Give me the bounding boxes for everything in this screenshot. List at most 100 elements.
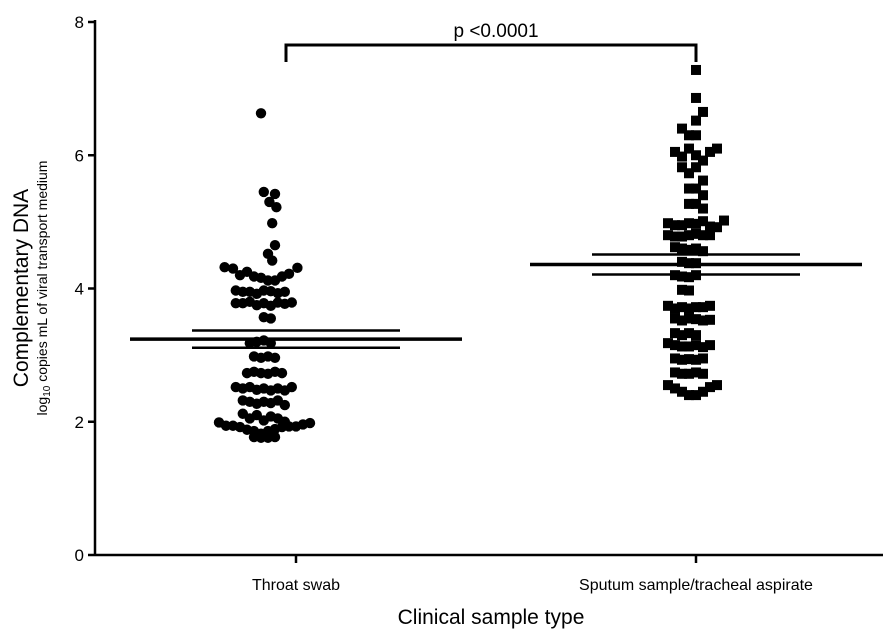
data-point-square bbox=[670, 383, 680, 394]
data-point-square bbox=[663, 338, 673, 349]
data-point-square bbox=[691, 354, 701, 365]
data-point-square bbox=[663, 218, 673, 229]
data-point-circle bbox=[227, 263, 239, 274]
x-category-label: Sputum sample/tracheal aspirate bbox=[579, 577, 813, 594]
data-point-square bbox=[677, 151, 687, 162]
data-point-square bbox=[684, 368, 694, 379]
data-point-square bbox=[670, 146, 680, 157]
data-point-circle bbox=[269, 188, 281, 200]
data-point-square bbox=[684, 285, 694, 296]
data-point-square bbox=[663, 300, 673, 311]
data-point-square bbox=[698, 190, 708, 201]
data-point-square bbox=[684, 244, 694, 255]
data-point-square bbox=[677, 220, 687, 231]
data-point-square bbox=[684, 230, 694, 241]
data-point-square bbox=[684, 354, 694, 365]
data-point-square bbox=[670, 220, 680, 231]
data-point-square bbox=[670, 340, 680, 351]
data-point-square bbox=[698, 368, 708, 379]
data-point-square bbox=[677, 243, 687, 254]
x-ticks: Throat swab Sputum sample/tracheal aspira… bbox=[252, 555, 813, 594]
data-point-circle bbox=[286, 381, 297, 393]
data-point-square bbox=[698, 155, 708, 166]
data-point-square bbox=[691, 330, 701, 341]
data-point-square bbox=[698, 342, 708, 353]
data-point-square bbox=[691, 92, 701, 103]
y-tick-label: 6 bbox=[75, 146, 84, 165]
data-point-square bbox=[670, 328, 680, 339]
data-point-circle bbox=[286, 297, 297, 308]
data-point-square bbox=[691, 64, 701, 75]
data-point-square bbox=[684, 183, 694, 194]
data-point-circle bbox=[269, 352, 281, 363]
y-tick-label: 0 bbox=[75, 546, 84, 565]
data-point-square bbox=[677, 315, 687, 326]
data-point-square bbox=[712, 222, 722, 233]
data-point-square bbox=[677, 302, 687, 313]
data-point-square bbox=[691, 314, 701, 325]
data-point-square bbox=[691, 218, 701, 229]
data-point-square bbox=[670, 353, 680, 364]
data-point-square bbox=[677, 231, 687, 242]
data-point-square bbox=[670, 231, 680, 242]
data-point-square bbox=[691, 243, 701, 254]
data-point-square bbox=[670, 303, 680, 314]
data-point-square bbox=[677, 354, 687, 365]
data-point-square bbox=[698, 175, 708, 186]
data-point-square bbox=[677, 162, 687, 173]
data-point-square bbox=[705, 146, 715, 157]
data-points bbox=[213, 64, 729, 443]
data-point-square bbox=[670, 242, 680, 253]
data-point-square bbox=[712, 143, 722, 154]
data-point-square bbox=[677, 341, 687, 352]
y-axis-title: Complementary DNA bbox=[10, 189, 33, 387]
data-point-circle bbox=[269, 431, 281, 443]
data-point-square bbox=[684, 272, 694, 283]
data-point-square bbox=[684, 198, 694, 209]
data-point-square bbox=[677, 256, 687, 267]
y-tick-label: 2 bbox=[75, 413, 84, 432]
y-ticks: 0 2 4 6 8 bbox=[75, 13, 95, 565]
data-point-circle bbox=[279, 399, 290, 411]
data-point-square bbox=[684, 390, 694, 401]
data-point-square bbox=[684, 130, 694, 141]
data-point-circle bbox=[265, 313, 276, 324]
data-point-square bbox=[705, 221, 715, 232]
data-point-circle bbox=[267, 218, 278, 229]
data-point-circle bbox=[292, 262, 303, 274]
data-point-square bbox=[684, 143, 694, 154]
data-point-square bbox=[705, 340, 715, 351]
data-point-square bbox=[698, 230, 708, 241]
data-point-square bbox=[677, 368, 687, 379]
data-point-square bbox=[684, 218, 694, 229]
data-point-square bbox=[691, 302, 701, 313]
data-point-square bbox=[705, 314, 715, 325]
data-point-square bbox=[670, 367, 680, 378]
axes bbox=[93, 20, 883, 557]
y-subtitle-rest: copies mL of viral transport medium bbox=[34, 161, 50, 386]
data-point-square bbox=[677, 386, 687, 397]
y-subtitle-base: 10 bbox=[42, 385, 53, 397]
y-axis-subtitle: log10 copies mL of viral transport mediu… bbox=[34, 161, 53, 416]
data-point-circle bbox=[258, 186, 269, 198]
data-point-square bbox=[691, 150, 701, 161]
data-point-square bbox=[684, 341, 694, 352]
data-point-square bbox=[684, 168, 694, 179]
p-value-annotation: p <0.0001 bbox=[453, 21, 538, 42]
data-point-circle bbox=[279, 286, 290, 298]
data-point-circle bbox=[269, 239, 281, 251]
data-point-circle bbox=[271, 202, 282, 213]
data-point-square bbox=[691, 130, 701, 141]
data-point-square bbox=[691, 367, 701, 378]
data-point-circle bbox=[276, 367, 288, 379]
data-point-square bbox=[712, 380, 722, 391]
y-tick-label: 4 bbox=[75, 280, 84, 299]
data-point-circle bbox=[283, 268, 295, 280]
x-axis-title: Clinical sample type bbox=[398, 606, 585, 629]
data-point-square bbox=[691, 228, 701, 239]
data-point-square bbox=[698, 203, 708, 214]
data-point-square bbox=[691, 198, 701, 209]
data-point-square bbox=[684, 328, 694, 339]
bracket-line bbox=[284, 43, 698, 62]
